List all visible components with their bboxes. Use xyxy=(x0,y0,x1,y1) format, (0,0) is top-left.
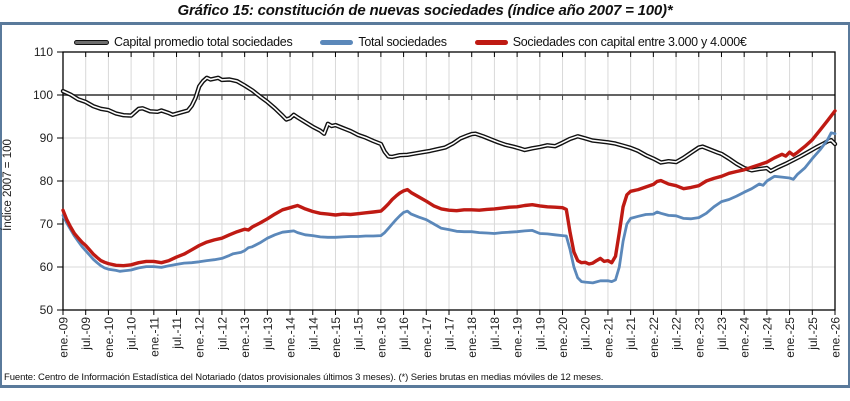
top-divider-rule xyxy=(0,22,850,25)
svg-text:ene.-16: ene.-16 xyxy=(374,317,388,358)
svg-text:jul.-19: jul.-19 xyxy=(533,317,547,351)
svg-text:jul.-24: jul.-24 xyxy=(760,317,774,351)
svg-text:110: 110 xyxy=(34,45,53,59)
svg-text:jul.-23: jul.-23 xyxy=(715,317,729,351)
legend-label-capital-promedio: Capital promedio total sociedades xyxy=(114,35,293,49)
svg-text:jul.-15: jul.-15 xyxy=(352,317,366,351)
line-chart: ene.-09 jul.-09 ene.-10 jul.-10 ene.-11 jul.-… xyxy=(1,45,843,358)
legend-item-capital-promedio: Capital promedio total sociedades xyxy=(74,35,293,49)
svg-text:ene.-24: ene.-24 xyxy=(738,317,752,358)
capital-3000-4000-line-swatch xyxy=(474,39,508,45)
svg-text:jul.-12: jul.-12 xyxy=(215,317,229,351)
svg-text:ene.-11: ene.-11 xyxy=(147,317,161,357)
legend: Capital promedio total sociedades Total … xyxy=(74,35,747,49)
svg-text:ene.-26: ene.-26 xyxy=(829,317,843,358)
legend-label-total-sociedades: Total sociedades xyxy=(358,35,447,49)
svg-text:ene.-21: ene.-21 xyxy=(601,317,615,358)
series-capital-promedio xyxy=(60,75,838,174)
series-capital-3000-4000 xyxy=(61,109,837,268)
svg-text:jul.-11: jul.-11 xyxy=(170,317,184,350)
svg-text:jul.-16: jul.-16 xyxy=(397,317,411,351)
svg-text:jul.-17: jul.-17 xyxy=(443,317,457,351)
legend-item-capital-3000-4000: Sociedades con capital entre 3.000 y 4.0… xyxy=(474,35,747,49)
svg-text:80: 80 xyxy=(40,174,54,188)
x-tick-labels: ene.-09 jul.-09 ene.-10 jul.-10 ene.-11 jul.-… xyxy=(57,317,843,358)
capital-promedio-line-swatch xyxy=(74,39,109,45)
svg-text:ene.-09: ene.-09 xyxy=(57,317,71,358)
svg-text:jul.-18: jul.-18 xyxy=(488,317,502,351)
svg-text:ene.-17: ene.-17 xyxy=(420,317,434,358)
svg-text:ene.-25: ene.-25 xyxy=(783,317,797,358)
svg-text:100: 100 xyxy=(33,88,53,102)
total-sociedades-line-swatch xyxy=(320,39,354,45)
svg-text:jul.-20: jul.-20 xyxy=(579,317,593,351)
svg-text:jul.-25: jul.-25 xyxy=(806,317,820,351)
reference-line-100 xyxy=(62,94,836,100)
y-tick-labels: 50 60 70 80 90 100 110 xyxy=(33,45,53,317)
svg-text:ene.-19: ene.-19 xyxy=(511,317,525,358)
y-axis-title: Índice 2007 = 100 xyxy=(1,139,14,231)
svg-text:jul.-10: jul.-10 xyxy=(125,317,139,351)
svg-text:ene.-20: ene.-20 xyxy=(556,317,570,358)
svg-text:ene.-23: ene.-23 xyxy=(692,317,706,358)
svg-text:ene.-13: ene.-13 xyxy=(238,317,252,358)
svg-text:jul.-22: jul.-22 xyxy=(670,317,684,351)
svg-text:50: 50 xyxy=(40,303,54,317)
svg-text:70: 70 xyxy=(40,217,54,231)
svg-text:ene.-12: ene.-12 xyxy=(193,317,207,358)
left-border-rule xyxy=(0,22,2,388)
axis-ticks xyxy=(57,51,836,315)
source-note: Fuente: Centro de Información Estadístic… xyxy=(4,372,604,383)
svg-text:jul.-14: jul.-14 xyxy=(306,317,320,351)
svg-text:jul.-13: jul.-13 xyxy=(261,317,275,351)
right-border-rule xyxy=(848,22,850,388)
gridlines xyxy=(63,52,835,310)
bottom-divider-rule xyxy=(0,385,850,388)
legend-item-total-sociedades: Total sociedades xyxy=(320,35,447,49)
svg-text:ene.-22: ene.-22 xyxy=(647,317,661,358)
page-title: Gráfico 15: constitución de nuevas socie… xyxy=(177,2,673,19)
svg-text:ene.-18: ene.-18 xyxy=(465,317,479,358)
svg-text:jul.-21: jul.-21 xyxy=(624,317,638,351)
svg-text:60: 60 xyxy=(40,260,54,274)
svg-text:ene.-14: ene.-14 xyxy=(284,317,298,358)
svg-text:ene.-15: ene.-15 xyxy=(329,317,343,358)
legend-label-capital-3000-4000: Sociedades con capital entre 3.000 y 4.0… xyxy=(512,35,747,49)
svg-text:jul.-09: jul.-09 xyxy=(79,317,93,351)
series-total-sociedades xyxy=(61,131,837,285)
svg-text:ene.-10: ene.-10 xyxy=(102,317,116,358)
svg-text:90: 90 xyxy=(40,131,54,145)
